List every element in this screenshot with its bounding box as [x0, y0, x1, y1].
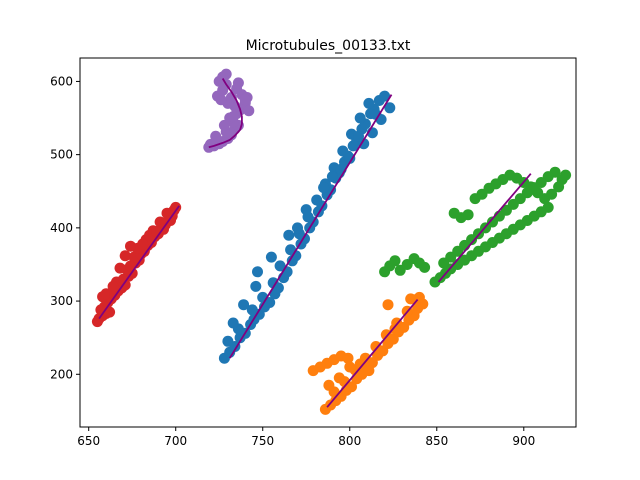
- data-point: [469, 193, 481, 205]
- data-point: [137, 238, 149, 250]
- fit-line: [208, 78, 243, 149]
- data-point: [353, 130, 364, 142]
- data-point: [363, 365, 375, 377]
- data-point: [389, 323, 401, 335]
- x-tick-label: 700: [164, 434, 187, 448]
- data-point: [218, 119, 230, 131]
- y-tick-label: 400: [50, 221, 73, 235]
- fit-line: [228, 94, 393, 359]
- data-point: [389, 255, 401, 267]
- data-point: [252, 266, 263, 278]
- data-point: [438, 257, 450, 269]
- data-point: [405, 293, 417, 305]
- data-point: [274, 260, 286, 272]
- data-point: [285, 244, 297, 256]
- data-point: [238, 299, 250, 311]
- data-point: [119, 250, 131, 262]
- data-point: [125, 240, 136, 252]
- data-point: [323, 379, 335, 391]
- y-tick-label: 600: [50, 74, 73, 88]
- fit-line: [437, 173, 532, 283]
- data-point: [326, 171, 338, 183]
- data-point: [267, 277, 279, 289]
- x-axis: 650 700 750 800 850 900: [77, 427, 535, 448]
- data-point: [342, 352, 354, 364]
- data-point: [300, 204, 312, 216]
- plot-frame: [79, 57, 577, 428]
- data-point: [283, 229, 295, 241]
- x-tick-label: 900: [512, 434, 535, 448]
- data-point: [384, 102, 396, 114]
- data-point: [205, 138, 216, 150]
- data-point: [311, 194, 323, 206]
- data-point: [379, 90, 391, 102]
- x-tick-label: 650: [77, 434, 100, 448]
- data-point: [222, 335, 234, 347]
- data-point: [250, 280, 262, 292]
- x-tick-label: 800: [338, 434, 361, 448]
- data-point: [210, 130, 222, 142]
- data-point: [337, 145, 349, 157]
- data-point: [354, 358, 366, 370]
- data-point: [107, 280, 119, 292]
- data-point: [448, 207, 460, 219]
- data-point: [292, 222, 303, 234]
- data-point: [333, 372, 345, 384]
- data-point: [318, 182, 330, 194]
- data-point: [227, 317, 239, 329]
- y-tick-label: 200: [50, 367, 73, 381]
- chart-title: Microtubules_00133.txt: [246, 38, 411, 54]
- data-point: [419, 261, 431, 273]
- data-point: [220, 68, 232, 80]
- data-point: [239, 94, 251, 106]
- data-point: [170, 201, 182, 213]
- y-tick-label: 300: [50, 294, 73, 308]
- data-point: [344, 152, 356, 164]
- data-point: [382, 299, 394, 311]
- data-point: [100, 288, 112, 300]
- data-point: [243, 105, 255, 117]
- fit-line: [326, 299, 419, 408]
- data-point: [380, 329, 392, 341]
- fit-lines-layer: [98, 78, 532, 408]
- data-point: [354, 112, 366, 124]
- data-point: [546, 188, 558, 200]
- y-axis: 200 300 400 500 600: [50, 74, 80, 381]
- fit-line: [98, 205, 180, 320]
- x-tick-label: 850: [425, 434, 448, 448]
- data-point: [363, 97, 375, 109]
- data-point: [560, 169, 572, 181]
- data-point: [232, 77, 244, 89]
- data-point: [246, 304, 258, 316]
- y-tick-label: 500: [50, 148, 73, 162]
- x-tick-label: 750: [251, 434, 274, 448]
- data-point: [265, 251, 277, 263]
- data-point: [344, 361, 356, 373]
- data-point: [542, 201, 554, 213]
- data-point: [227, 111, 239, 123]
- data-point: [114, 262, 126, 274]
